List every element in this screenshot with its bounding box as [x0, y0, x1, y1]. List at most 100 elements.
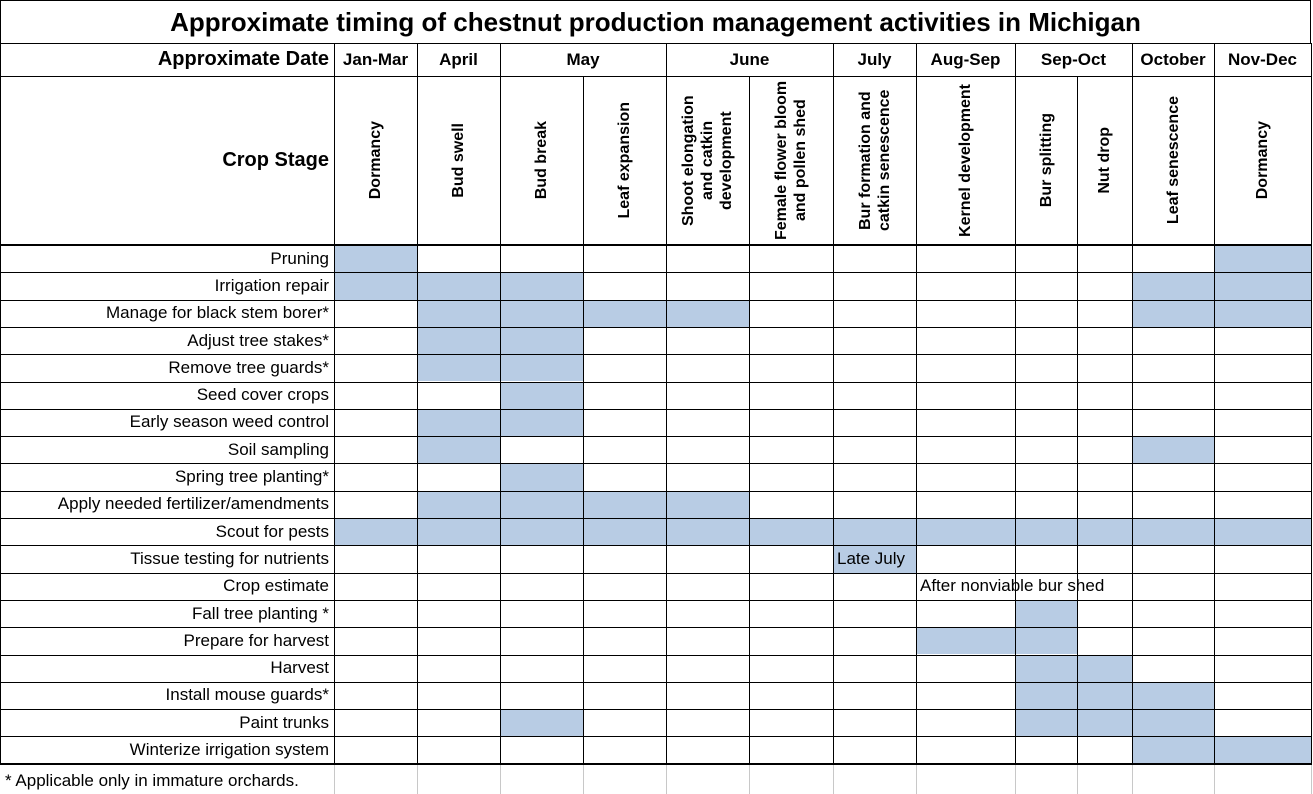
row-divider: [0, 299, 1311, 301]
activity-label: Crop estimate: [223, 576, 329, 596]
column-divider: [583, 76, 584, 764]
crop-stage-header: Leaf senescence: [1132, 76, 1214, 245]
shaded-period: [1015, 709, 1214, 737]
approximate-date-label: Approximate Date: [157, 48, 329, 70]
row-divider: [0, 627, 1311, 629]
shaded-period: [833, 545, 916, 573]
activity-label: Scout for pests: [215, 521, 329, 541]
activity-label: Seed cover crops: [196, 385, 329, 405]
crop-stage-label: Crop Stage: [222, 149, 329, 171]
column-divider: [666, 76, 667, 764]
grid-line: [916, 763, 917, 794]
shaded-period: [500, 709, 583, 737]
activity-label: Manage for black stem borer*: [106, 303, 329, 323]
crop-stage-text: Dormancy: [367, 121, 384, 200]
shaded-period: [1214, 245, 1311, 273]
column-divider: [1311, 76, 1312, 764]
crop-stage-header: Kernel development: [916, 76, 1015, 245]
activity-label: Early season weed control: [129, 412, 329, 432]
column-divider: [833, 76, 834, 764]
crop-stage-header: Leaf expansion: [583, 76, 666, 245]
grid-line: [833, 763, 834, 794]
border-bottom: [0, 762, 1312, 765]
month-header: May: [566, 49, 600, 69]
shaded-period: [1015, 654, 1132, 682]
month-header: April: [439, 49, 478, 69]
grid-line: [1132, 763, 1133, 794]
grid-line: [334, 763, 335, 794]
month-header: Sep-Oct: [1040, 49, 1107, 69]
activity-label: Apply needed fertilizer/amendments: [57, 494, 329, 514]
row-divider: [0, 654, 1311, 656]
month-divider: [1015, 43, 1016, 76]
activity-label: Tissue testing for nutrients: [130, 548, 329, 568]
activity-label: Winterize irrigation system: [129, 740, 329, 760]
crop-stage-text: Bud break: [533, 121, 550, 200]
crop-stage-text: Bud swell: [450, 123, 467, 198]
border-top-month: [0, 43, 1312, 44]
crop-stage-text: Shoot elongation and catkin development: [680, 95, 735, 226]
row-divider: [0, 463, 1311, 465]
column-divider: [1077, 76, 1078, 764]
table-title: Approximate timing of chestnut productio…: [0, 0, 1311, 43]
grid-line: [500, 763, 501, 794]
activity-label: Adjust tree stakes*: [187, 330, 329, 350]
row-divider: [0, 545, 1311, 547]
shaded-period: [417, 436, 500, 464]
border-top-stage: [0, 76, 1312, 77]
activity-label: Pruning: [270, 248, 329, 268]
row-divider: [0, 709, 1311, 711]
row-divider: [0, 354, 1311, 356]
row-divider: [0, 436, 1311, 438]
column-divider: [417, 76, 418, 764]
shaded-period: [1015, 599, 1077, 628]
column-divider: [916, 76, 917, 764]
shaded-period: [334, 518, 1311, 546]
shaded-period: [334, 272, 583, 300]
shaded-period: [1132, 436, 1214, 464]
grid-line: [1311, 763, 1312, 794]
crop-stage-header: Shoot elongation and catkin development: [666, 76, 749, 245]
crop-stage-text: Bur splitting: [1037, 113, 1055, 208]
crop-stage-header: Bur formation and catkin senescence: [833, 76, 916, 245]
month-header: June: [729, 49, 770, 69]
crop-stage-text: Nut drop: [1096, 127, 1113, 194]
shaded-period: [500, 463, 583, 491]
month-header: October: [1140, 49, 1206, 69]
row-divider: [0, 518, 1311, 519]
activity-label: Paint trunks: [239, 712, 329, 732]
border-top-rows: [0, 244, 1312, 246]
month-divider: [1132, 43, 1133, 76]
activity-label: Install mouse guards*: [165, 685, 329, 705]
month-divider: [1311, 43, 1312, 76]
month-divider: [916, 43, 917, 76]
shaded-period: [916, 627, 1077, 655]
month-divider: [417, 43, 418, 76]
shaded-period: [1132, 272, 1311, 300]
shaded-period: [1015, 681, 1214, 710]
column-divider: [500, 76, 501, 764]
row-divider: [0, 381, 1311, 383]
column-divider: [1132, 76, 1133, 764]
grid-line: [583, 763, 584, 794]
crop-stage-text: Leaf expansion: [616, 102, 633, 219]
row-divider: [0, 272, 1311, 274]
month-divider: [666, 43, 667, 76]
crop-stage-header: Female flower bloom and pollen shed: [749, 76, 833, 245]
month-divider: [500, 43, 501, 76]
timing-note: Late July: [837, 548, 906, 568]
column-divider: [1214, 76, 1215, 764]
column-divider: [1015, 76, 1016, 764]
column-divider: [334, 76, 335, 764]
activity-label: Spring tree planting*: [174, 467, 329, 487]
month-divider: [833, 43, 834, 76]
crop-stage-header: Dormancy: [334, 76, 417, 245]
row-divider: [0, 326, 1311, 328]
shaded-period: [1132, 299, 1311, 327]
row-divider: [0, 599, 1311, 601]
activity-label: Prepare for harvest: [183, 630, 329, 650]
border-left: [0, 43, 1, 764]
crop-stage-text: Leaf senescence: [1164, 96, 1182, 225]
crop-stage-header: Bud swell: [417, 76, 500, 245]
grid-line: [666, 763, 667, 794]
